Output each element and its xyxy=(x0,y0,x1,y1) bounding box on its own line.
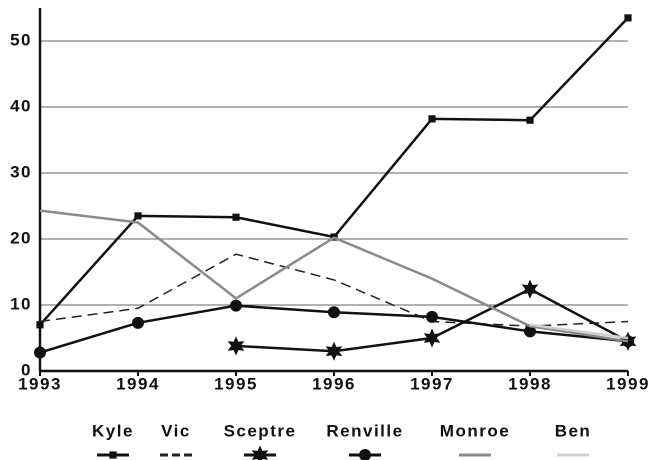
legend-marker xyxy=(109,451,117,459)
data-point xyxy=(232,213,240,221)
series-line xyxy=(39,209,629,343)
y-tick-label: 40 xyxy=(10,96,32,115)
x-tick-label: 1998 xyxy=(508,374,552,393)
data-point xyxy=(227,336,245,356)
data-point xyxy=(426,310,438,323)
y-tick-label: 50 xyxy=(10,30,32,49)
x-tick-label: 1997 xyxy=(410,374,454,393)
data-point xyxy=(624,14,632,22)
legend-label: Ben xyxy=(555,421,592,440)
x-tick-label: 1996 xyxy=(312,374,356,393)
y-tick-label: 20 xyxy=(10,228,32,247)
data-point xyxy=(230,299,242,312)
y-tick-label: 0 xyxy=(21,360,32,379)
legend-label: Vic xyxy=(161,421,191,440)
x-tick-label: 1994 xyxy=(116,374,160,393)
data-point xyxy=(325,341,343,361)
legend-label: Kyle xyxy=(92,421,134,440)
data-point xyxy=(524,325,536,338)
series-line xyxy=(529,323,629,340)
series-line xyxy=(39,17,629,326)
x-tick-label: 1999 xyxy=(606,374,650,393)
legend-label: Renville xyxy=(326,421,403,440)
legend-label: Monroe xyxy=(440,421,510,440)
legend-label: Sceptre xyxy=(224,421,297,440)
x-tick-label: 1995 xyxy=(214,374,258,393)
data-point xyxy=(428,115,436,123)
data-point xyxy=(134,212,142,220)
y-tick-label: 30 xyxy=(10,162,32,181)
y-tick-label: 10 xyxy=(10,294,32,313)
data-point xyxy=(36,321,44,329)
legend-marker xyxy=(359,449,371,460)
data-point xyxy=(423,328,441,348)
data-point xyxy=(34,346,46,359)
legend-marker xyxy=(251,445,269,460)
data-point xyxy=(132,316,144,329)
data-point xyxy=(521,279,539,299)
data-point xyxy=(328,306,340,319)
data-point xyxy=(526,116,534,124)
x-tick-label: 1993 xyxy=(18,374,62,393)
